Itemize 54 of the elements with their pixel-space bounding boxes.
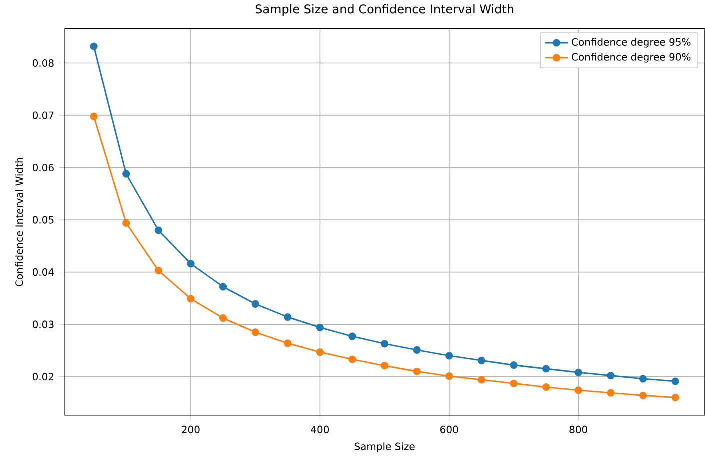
point: [639, 375, 648, 383]
point: [607, 389, 615, 397]
x-tick-label: 600: [440, 426, 458, 434]
y-tick-label: 0.08: [32, 60, 54, 68]
point: [380, 362, 389, 370]
x-axis-title: Sample Size: [354, 442, 415, 452]
y-tick-label: 0.05: [32, 216, 54, 224]
point: [639, 392, 648, 400]
point: [380, 340, 389, 348]
point: [90, 42, 98, 50]
point: [187, 260, 195, 268]
point: [510, 380, 518, 388]
legend-label: Confidence degree 95%: [572, 38, 691, 48]
legend-label: Confidence degree 90%: [572, 53, 691, 63]
x-tick-label: 800: [570, 426, 588, 434]
point: [316, 324, 324, 332]
point: [574, 368, 582, 377]
point: [154, 226, 162, 234]
point: [446, 352, 454, 360]
point: [284, 340, 292, 348]
point: [542, 384, 550, 392]
point: [672, 394, 680, 402]
point: [478, 376, 486, 384]
point: [122, 170, 130, 178]
point: [607, 372, 615, 380]
point: [90, 112, 98, 120]
point: [316, 348, 324, 356]
y-tick-label: 0.02: [32, 373, 54, 381]
point: [413, 368, 421, 376]
point: [574, 386, 582, 394]
point: [348, 332, 356, 341]
point: [219, 283, 228, 291]
point: [672, 378, 680, 386]
point: [219, 314, 228, 322]
point: [187, 295, 195, 303]
point: [542, 365, 550, 373]
chart-title: Sample Size and Confidence Interval Width: [256, 4, 514, 16]
point: [478, 356, 486, 365]
point: [446, 372, 454, 380]
point: [510, 362, 518, 370]
point: [348, 356, 356, 364]
y-tick-label: 0.03: [32, 320, 54, 328]
point: [284, 314, 292, 322]
y-tick-label: 0.07: [32, 112, 54, 120]
y-axis-title: Confidence Interval Width: [15, 158, 24, 287]
point: [252, 328, 260, 336]
x-tick-label: 200: [182, 426, 200, 434]
point: [122, 220, 130, 228]
y-tick-label: 0.06: [32, 164, 54, 172]
point: [413, 346, 421, 354]
point: [252, 300, 260, 308]
y-tick-label: 0.04: [32, 268, 54, 276]
point: [154, 267, 162, 275]
x-tick-label: 400: [311, 426, 330, 434]
